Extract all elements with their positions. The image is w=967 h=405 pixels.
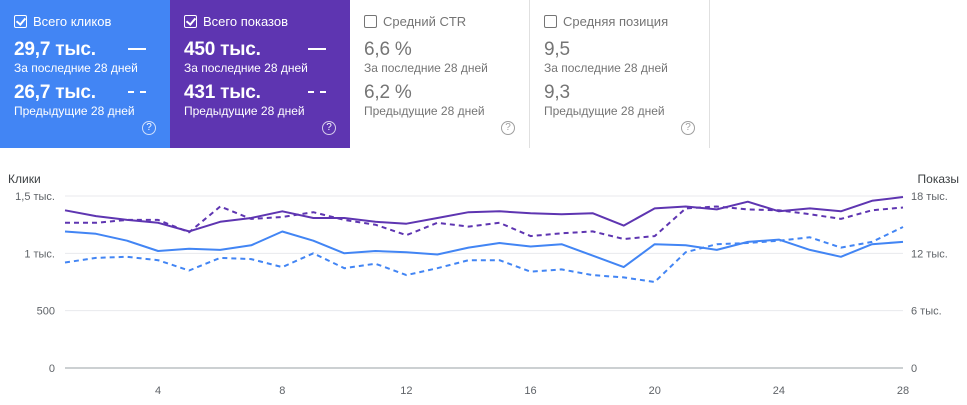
total-clicks-title: Всего кликов xyxy=(33,13,112,29)
y-left-tick-label: 1,5 тыс. xyxy=(15,191,55,203)
impressions-current-value: 450 тыс. xyxy=(184,39,261,60)
x-tick-label: 16 xyxy=(524,385,536,397)
y-right-tick-label: 0 xyxy=(911,363,917,375)
x-tick-label: 20 xyxy=(649,385,661,397)
series-line-impr-previous xyxy=(65,205,904,240)
average-ctr-title: Средний CTR xyxy=(383,13,467,29)
ctr-current-period: За последние 28 дней xyxy=(364,61,488,75)
series-line-clicks-previous xyxy=(64,226,904,283)
y-right-tick-label: 18 тыс. xyxy=(911,191,948,203)
ctr-previous-period: Предыдущие 28 дней xyxy=(364,104,485,118)
clicks-checkbox-checked-icon[interactable] xyxy=(14,14,27,28)
impressions-checkbox-checked-icon[interactable] xyxy=(184,14,197,28)
series-line-clicks-current xyxy=(64,230,904,269)
ctr-previous-value: 6,2 % xyxy=(364,82,412,103)
position-checkbox-unchecked-icon[interactable] xyxy=(544,14,557,28)
performance-chart: 0 500 1 тыс. 1,5 тыс. 0 6 тыс. 12 тыс. 18 тыс. 4… xyxy=(15,191,948,397)
dashed-line-legend-icon xyxy=(128,91,146,93)
right-axis-title: Показы xyxy=(917,172,959,186)
dashed-line-legend-icon xyxy=(308,91,326,93)
y-right-tick-label: 12 тыс. xyxy=(911,248,948,260)
x-tick-label: 4 xyxy=(155,385,161,397)
clicks-current-period: За последние 28 дней xyxy=(14,61,138,75)
average-position-title: Средняя позиция xyxy=(563,13,669,29)
impressions-previous-value: 431 тыс. xyxy=(184,82,261,103)
help-icon[interactable]: ? xyxy=(142,121,156,135)
solid-line-legend-icon xyxy=(308,48,326,50)
x-tick-label: 8 xyxy=(279,385,285,397)
impressions-current-period: За последние 28 дней xyxy=(184,61,308,75)
help-icon[interactable]: ? xyxy=(681,121,695,135)
ctr-current-value: 6,6 % xyxy=(364,39,412,60)
position-previous-value: 9,3 xyxy=(544,82,570,103)
average-position-card[interactable]: Средняя позиция 9,5 За последние 28 дней… xyxy=(530,0,710,148)
impressions-previous-period: Предыдущие 28 дней xyxy=(184,104,305,118)
average-ctr-card[interactable]: Средний CTR 6,6 % За последние 28 дней 6… xyxy=(350,0,530,148)
position-previous-period: Предыдущие 28 дней xyxy=(544,104,665,118)
total-impressions-title: Всего показов xyxy=(203,13,288,29)
total-clicks-card[interactable]: Всего кликов 29,7 тыс. За последние 28 д… xyxy=(0,0,170,148)
y-left-tick-label: 1 тыс. xyxy=(24,248,55,260)
x-tick-label: 24 xyxy=(773,385,785,397)
x-tick-label: 28 xyxy=(897,385,909,397)
x-tick-label: 12 xyxy=(400,385,412,397)
clicks-previous-period: Предыдущие 28 дней xyxy=(14,104,135,118)
y-left-tick-label: 0 xyxy=(49,363,55,375)
help-icon[interactable]: ? xyxy=(322,121,336,135)
series-line-impr-current xyxy=(64,196,904,233)
position-current-period: За последние 28 дней xyxy=(544,61,668,75)
clicks-current-value: 29,7 тыс. xyxy=(14,39,96,60)
left-axis-title: Клики xyxy=(8,172,41,186)
position-current-value: 9,5 xyxy=(544,39,570,60)
ctr-checkbox-unchecked-icon[interactable] xyxy=(364,14,377,28)
clicks-previous-value: 26,7 тыс. xyxy=(14,82,96,103)
help-icon[interactable]: ? xyxy=(501,121,515,135)
y-left-tick-label: 500 xyxy=(37,306,55,318)
y-right-tick-label: 6 тыс. xyxy=(911,306,942,318)
total-impressions-card[interactable]: Всего показов 450 тыс. За последние 28 д… xyxy=(170,0,350,148)
metric-cards: Всего кликов 29,7 тыс. За последние 28 д… xyxy=(0,0,710,148)
solid-line-legend-icon xyxy=(128,48,146,50)
